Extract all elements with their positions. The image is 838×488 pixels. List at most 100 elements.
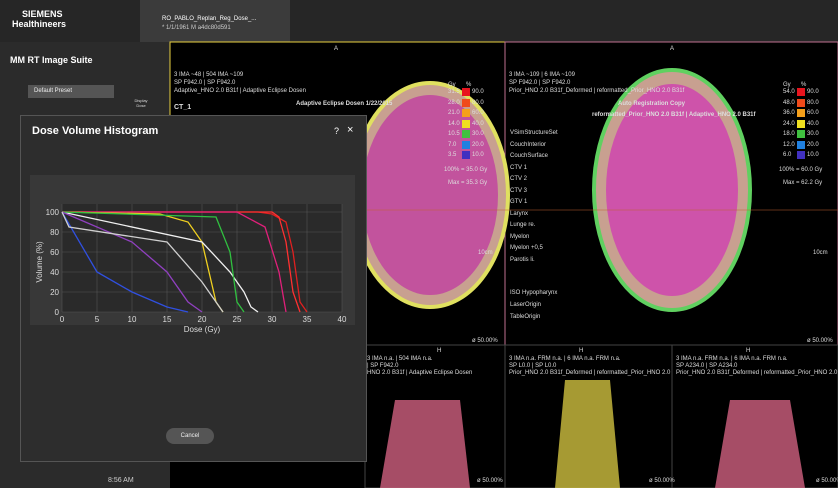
legend-swatch [462, 88, 470, 96]
legend-swatch [797, 130, 805, 138]
overlay-text: Prior_HNO 2.0 B31f_Deformed | reformatte… [509, 370, 671, 376]
dvh-curve [61, 211, 224, 313]
overlay-text: Prior_HNO 2.0 B31f_Deformed | reformatte… [676, 370, 838, 376]
orientation: H [437, 348, 442, 354]
scale: 10cm [813, 250, 828, 256]
legend-pct: 40.0 [472, 120, 484, 127]
legend-gy: 36.0 [783, 110, 795, 116]
ct-image [555, 380, 620, 488]
structure-name: CTV 1 [510, 164, 528, 171]
legend-pct: 10.0 [807, 152, 819, 158]
legend-gy: 21.0 [448, 110, 460, 116]
top-bar [0, 0, 838, 42]
y-tick-label: 80 [50, 228, 59, 237]
dose-reference: 100% = 60.0 Gy [779, 167, 823, 173]
legend-swatch [462, 151, 470, 159]
legend-gy: 14.0 [448, 120, 460, 127]
legend-pct: 30.0 [472, 131, 484, 137]
x-tick-label: 0 [60, 315, 65, 324]
zoom: ø 50.00% [807, 338, 833, 344]
zoom: ø 50.00% [472, 338, 498, 344]
legend-gy: 18.0 [783, 131, 795, 137]
dose-max: Max = 62.2 Gy [783, 180, 823, 186]
structure-name: GTV 1 [510, 199, 528, 205]
preset-dropdown[interactable]: Default Preset [28, 85, 114, 98]
time: 8:56 AM [108, 477, 134, 484]
dialog-title: Dose Volume Histogram [32, 125, 159, 137]
legend-swatch [797, 98, 805, 107]
scale: 10cm [478, 250, 493, 256]
dvh-curve [61, 211, 245, 313]
structure-name: VSimStructureSet [510, 130, 558, 136]
legend-swatch [797, 151, 805, 159]
legend-pct: 30.0 [807, 131, 819, 137]
orientation: A [670, 46, 675, 52]
legend-head: Gy [783, 82, 791, 88]
zoom: ø 50.00% [816, 478, 838, 484]
legend-pct: 10.0 [472, 152, 484, 158]
legend-gy: 12.0 [783, 141, 795, 148]
x-tick-label: 35 [303, 315, 312, 324]
legend-swatch [462, 140, 470, 149]
zoom: ø 50.00% [477, 478, 503, 484]
legend-swatch [797, 109, 805, 117]
overlay-text: 3 IMA ~109 | 6 IMA ~109 [509, 72, 575, 78]
dvh-curve [61, 211, 203, 313]
x-tick-label: 40 [338, 315, 347, 324]
orientation: H [579, 348, 584, 354]
legend-swatch [462, 109, 470, 117]
legend-head: % [466, 82, 472, 88]
help-button[interactable]: ? [334, 126, 340, 136]
tab-title: RO_PABLO_Replan_Reg_Dose_... [162, 16, 257, 22]
tab[interactable] [140, 0, 290, 42]
overlay-text: SP F942.0 | SP F942.0 [509, 80, 571, 86]
structure-name: LaserOrigin [510, 302, 542, 308]
display-dose[interactable]: Display Dose [134, 98, 148, 108]
legend-swatch [797, 88, 805, 96]
x-tick-label: 15 [163, 315, 172, 324]
legend-swatch [462, 130, 470, 138]
logo: Healthineers [12, 19, 67, 29]
legend-gy: 24.0 [783, 120, 795, 127]
x-tick-label: 25 [233, 315, 242, 324]
cancel-button[interactable]: Cancel [166, 428, 214, 444]
overlay-text: SP L0.0 | SP L0.0 [509, 363, 557, 369]
structure-name: CTV 3 [510, 187, 528, 194]
ct-image [715, 400, 805, 488]
legend-swatch [462, 119, 470, 128]
structure-name: CouchSurface [510, 153, 549, 159]
legend-head: Gy [448, 82, 456, 88]
orientation: H [746, 348, 751, 354]
dose-reference: 100% = 35.0 Gy [444, 167, 488, 173]
structure-name: CTV 2 [510, 176, 528, 182]
y-tick-label: 0 [55, 308, 60, 317]
structure-name: Lunge re. [510, 222, 536, 228]
legend-gy: 6.0 [783, 152, 792, 158]
close-button[interactable]: × [347, 124, 354, 136]
legend-pct: 20.0 [472, 141, 484, 148]
legend-pct: 90.0 [472, 89, 484, 95]
legend-gy: 28.0 [448, 99, 460, 106]
x-tick-label: 5 [95, 315, 100, 324]
structure-name: Parotis li. [510, 256, 535, 263]
y-tick-label: 100 [46, 208, 60, 217]
legend-pct: 20.0 [807, 141, 819, 148]
overlay-text: SP A234.0 | SP A234.0 [676, 363, 738, 369]
legend-pct: 80.0 [472, 99, 484, 106]
dvh-curve [61, 211, 189, 313]
logo: SIEMENS [22, 9, 63, 19]
structure-name: Myelon [510, 233, 530, 240]
overlay-text: | SP F942.0 [367, 363, 399, 369]
legend-swatch [797, 140, 805, 149]
legend-swatch [462, 98, 470, 107]
structure-name: Larynx [510, 210, 529, 217]
y-tick-label: 20 [50, 288, 59, 297]
overlay-text: 3 IMA n.a. FRM n.a. | 6 IMA n.a. FRM n.a… [676, 356, 788, 362]
x-tick-label: 30 [268, 315, 277, 324]
overlay-text: 3 IMA n.a. | 504 IMA n.a. [367, 356, 433, 362]
legend-gy: 31.5 [448, 89, 460, 95]
legend-pct: 60.0 [472, 110, 484, 116]
